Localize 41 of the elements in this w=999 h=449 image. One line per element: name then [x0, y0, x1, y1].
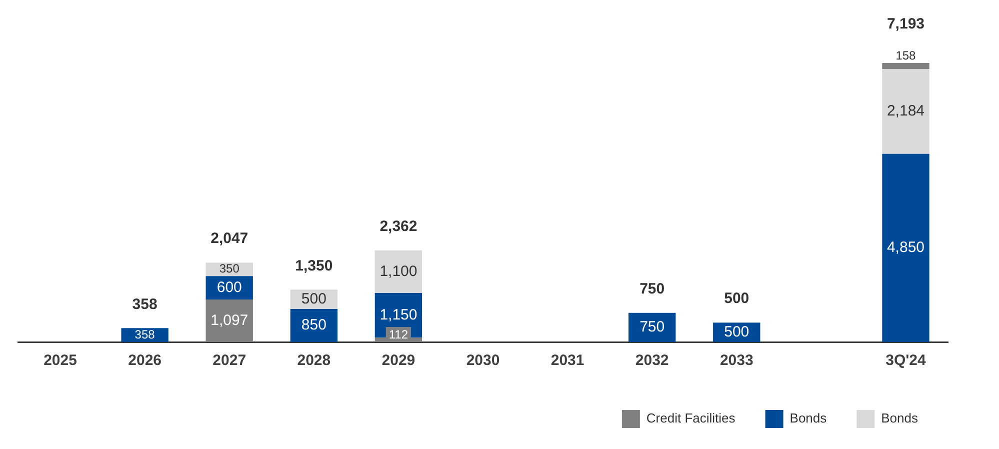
- x-tick-label: 2029: [382, 352, 416, 370]
- data-label: 1,150: [380, 306, 418, 324]
- x-tick-label: 2025: [44, 352, 77, 370]
- x-tick-label: 2028: [297, 352, 331, 370]
- x-tick-label: 2030: [466, 352, 500, 370]
- legend-label: Bonds: [790, 410, 828, 426]
- bar: [628, 312, 676, 342]
- bar: [882, 63, 930, 70]
- x-tick-label: 2032: [635, 352, 669, 370]
- bar: [882, 154, 930, 342]
- bar: [374, 250, 422, 294]
- data-label: 358: [134, 327, 156, 342]
- total-label: 7,193: [886, 16, 924, 33]
- legend-label: Bonds: [881, 410, 918, 426]
- data-label: 500: [724, 323, 750, 340]
- data-label: 350: [219, 262, 240, 276]
- data-label: 750: [640, 318, 665, 336]
- legend-label: Credit Facilities: [646, 410, 736, 426]
- data-label: 600: [216, 278, 242, 296]
- data-label: 850: [301, 316, 326, 334]
- bar: [206, 299, 253, 342]
- total-label: 750: [640, 280, 665, 298]
- x-tick-label: 2026: [128, 352, 162, 370]
- bar: [290, 309, 338, 342]
- data-label: 112: [388, 327, 408, 342]
- data-label: 2,184: [886, 102, 924, 120]
- x-tick-label: 2031: [550, 352, 584, 370]
- data-label: 1,097: [210, 312, 248, 329]
- total-label: 2,047: [210, 230, 248, 248]
- x-tick-label: 2027: [212, 352, 246, 370]
- data-label: 500: [301, 290, 326, 308]
- data-label: 4,850: [886, 239, 924, 256]
- total-label: 358: [132, 296, 158, 313]
- bar: [882, 69, 930, 154]
- data-label: 1,100: [380, 262, 418, 280]
- x-tick-label: 3Q'24: [886, 352, 927, 370]
- total-label: 2,362: [380, 218, 418, 236]
- total-label: 1,350: [295, 257, 333, 274]
- data-label: 158: [896, 48, 916, 62]
- x-tick-label: 2033: [720, 352, 754, 370]
- total-label: 500: [724, 290, 750, 308]
